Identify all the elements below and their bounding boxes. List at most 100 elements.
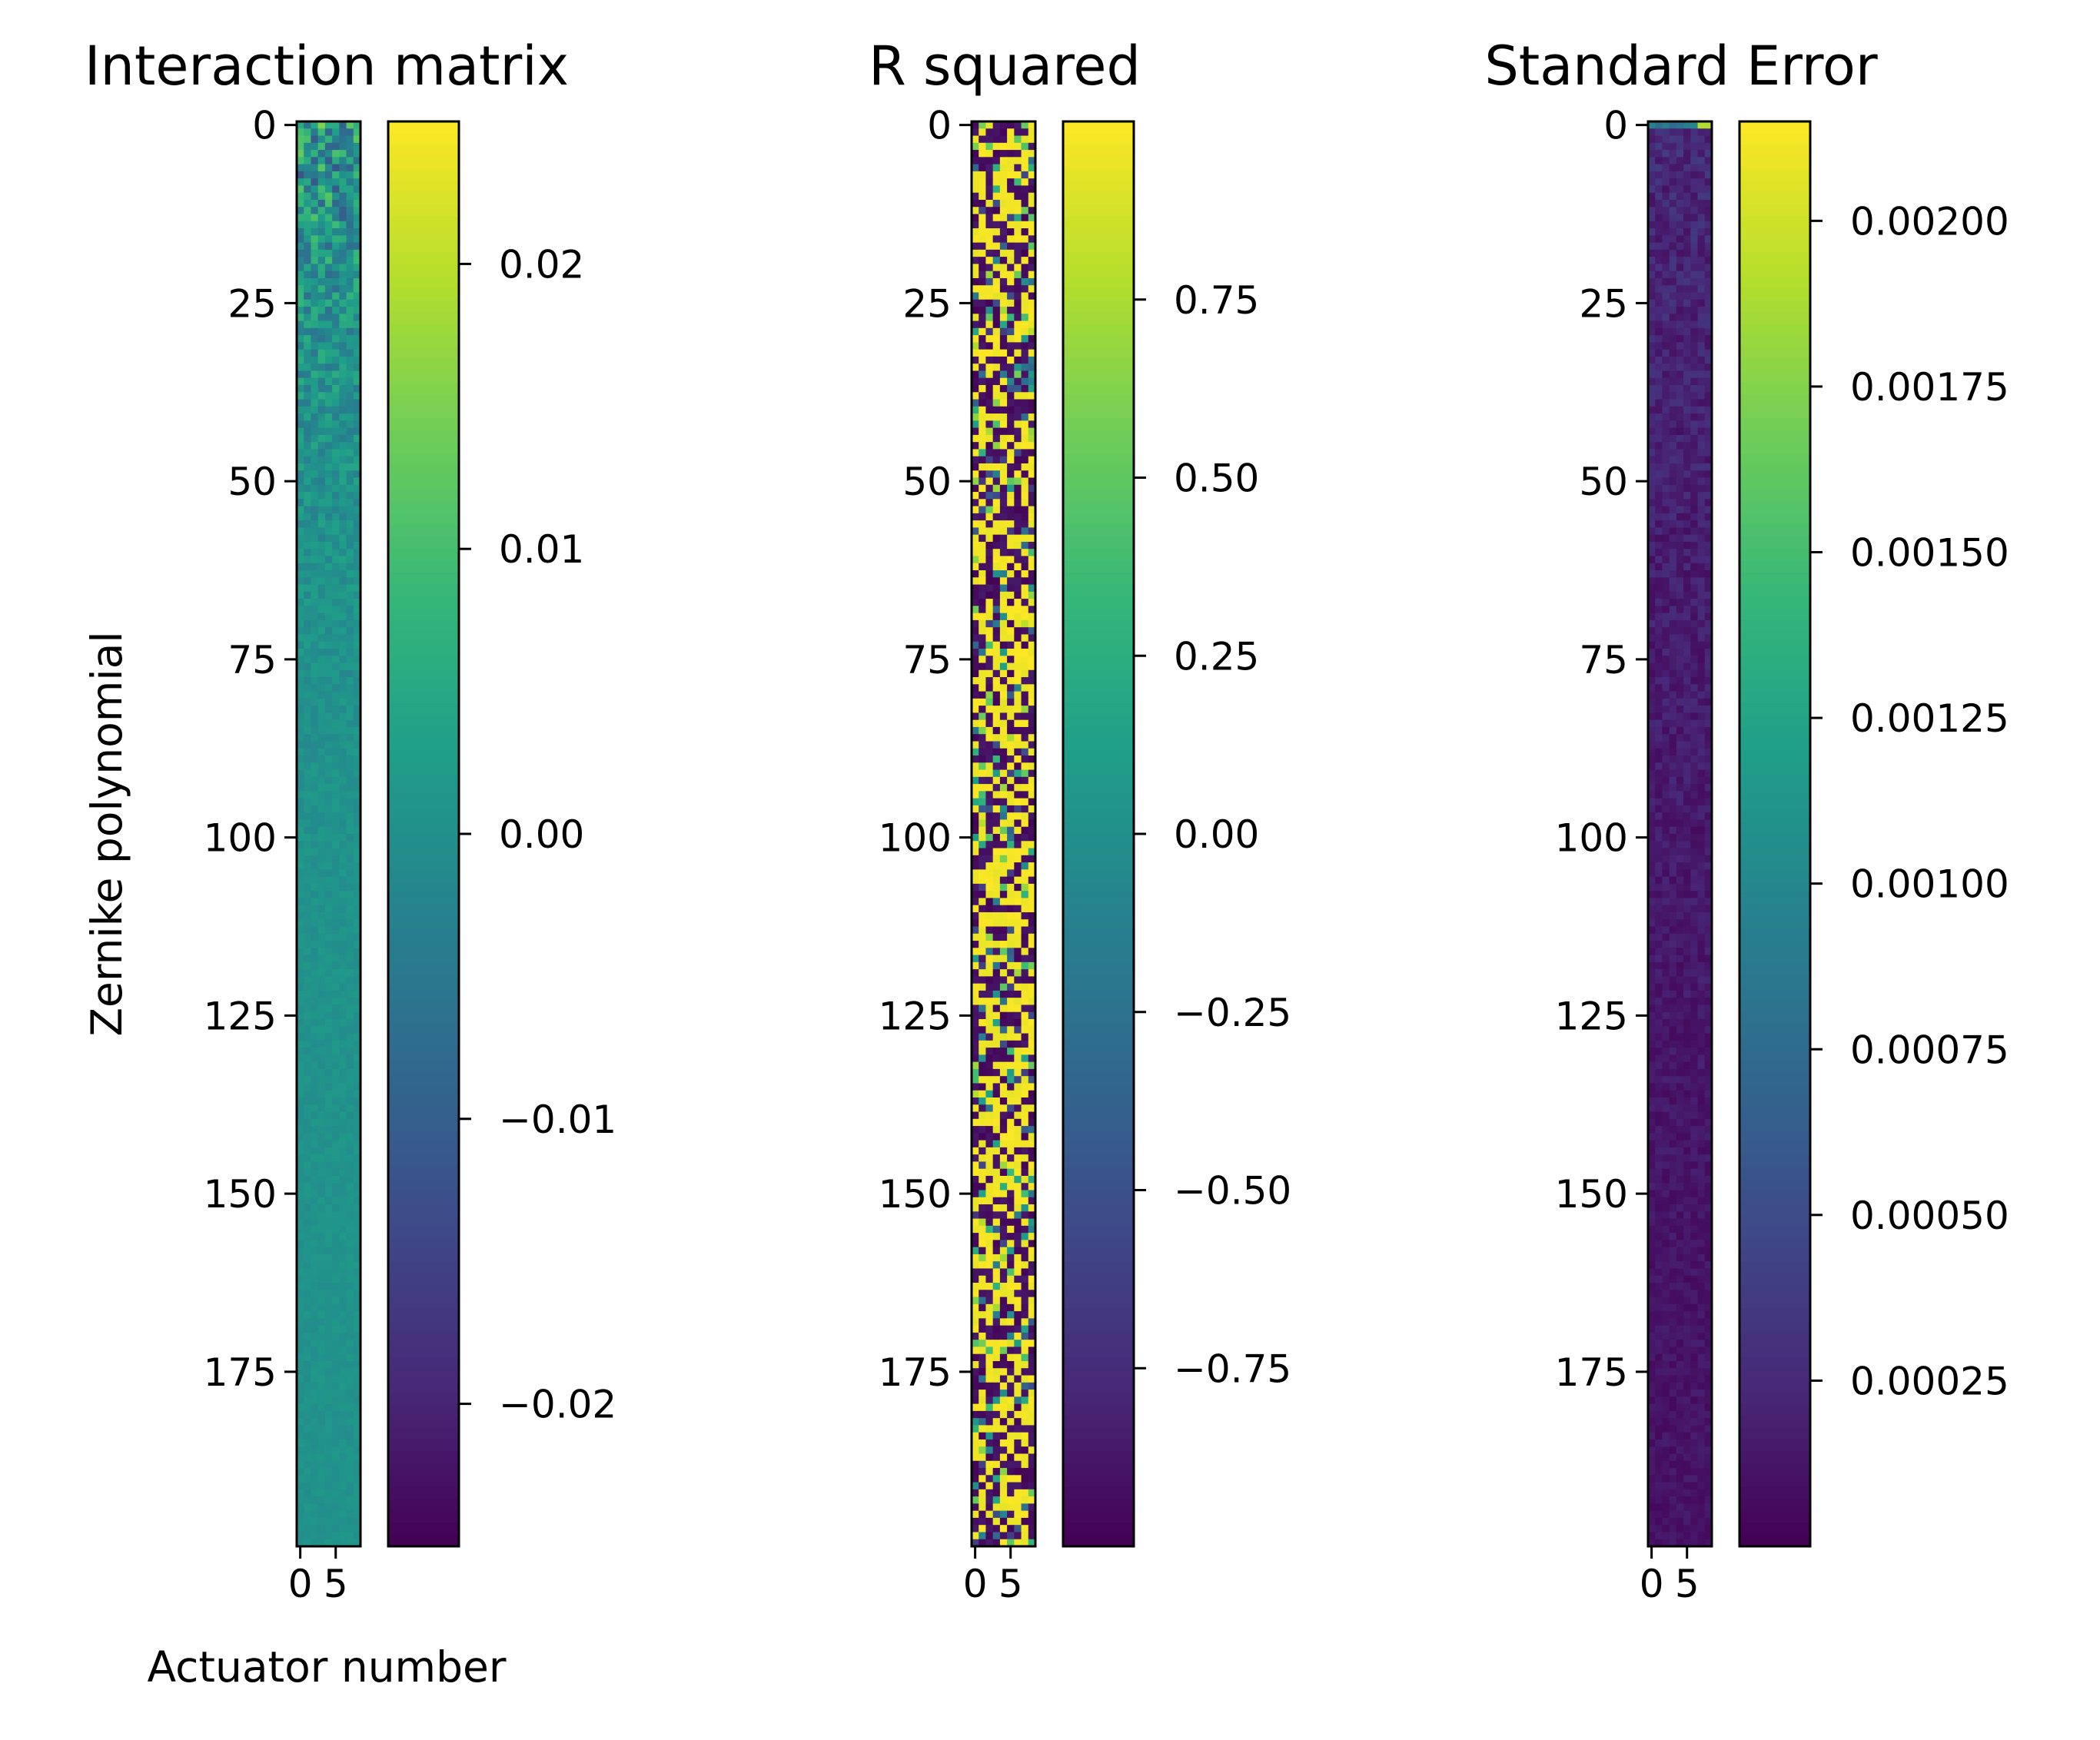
heatmap-cell xyxy=(1704,364,1713,372)
heatmap-cell xyxy=(985,456,994,464)
heatmap-cell xyxy=(304,648,312,656)
heatmap-cell xyxy=(311,541,319,550)
heatmap-cell xyxy=(1007,1090,1015,1098)
heatmap-cell xyxy=(304,1525,312,1533)
heatmap-cell xyxy=(346,948,354,956)
colorbar-segment xyxy=(1063,1332,1134,1346)
heatmap-cell xyxy=(1669,470,1677,479)
heatmap-cell xyxy=(317,741,326,749)
heatmap-cell xyxy=(1704,627,1713,636)
heatmap-cell xyxy=(999,826,1008,835)
heatmap-cell xyxy=(1704,377,1713,386)
heatmap-cell xyxy=(1648,563,1656,571)
heatmap-cell xyxy=(1021,1040,1029,1048)
heatmap-cell xyxy=(1676,691,1684,699)
heatmap-cell xyxy=(297,463,304,471)
heatmap-cell xyxy=(992,1247,1001,1255)
heatmap-cell xyxy=(1669,698,1677,706)
heatmap-cell xyxy=(339,1204,347,1212)
heatmap-cell xyxy=(324,228,333,236)
heatmap-cell xyxy=(304,1247,312,1255)
heatmap-cell xyxy=(297,898,304,906)
heatmap-cell xyxy=(324,983,333,991)
heatmap-cell xyxy=(972,784,979,792)
heatmap-cell xyxy=(346,349,354,357)
heatmap-cell xyxy=(1021,855,1029,863)
heatmap-cell xyxy=(311,364,319,372)
heatmap-cell xyxy=(1028,420,1036,429)
heatmap-cell xyxy=(346,384,354,393)
colorbar-segment xyxy=(1063,643,1134,657)
heatmap-cell xyxy=(1007,392,1015,400)
heatmap-cell xyxy=(979,1040,987,1048)
heatmap-cell xyxy=(297,1218,304,1227)
heatmap-cell xyxy=(346,513,354,521)
heatmap-cell xyxy=(999,719,1008,728)
heatmap-cell xyxy=(1014,1183,1022,1191)
heatmap-cell xyxy=(346,1261,354,1270)
heatmap-cell xyxy=(1655,527,1663,536)
heatmap-cell xyxy=(1669,691,1677,699)
heatmap-cell xyxy=(999,712,1008,721)
heatmap-cell xyxy=(324,1303,333,1312)
heatmap-cell xyxy=(317,634,326,643)
colorbar-segment xyxy=(1063,1380,1134,1393)
heatmap-cell xyxy=(972,356,979,364)
heatmap-cell xyxy=(317,413,326,421)
heatmap-cell xyxy=(1683,898,1691,906)
heatmap-cell xyxy=(1676,434,1684,443)
heatmap-cell xyxy=(304,492,312,500)
heatmap-cell xyxy=(985,570,994,578)
heatmap-cell xyxy=(1021,356,1029,364)
heatmap-cell xyxy=(304,719,312,728)
heatmap-cell xyxy=(1007,613,1015,621)
heatmap-cell xyxy=(332,342,340,350)
heatmap-cell xyxy=(339,221,347,229)
heatmap-cell xyxy=(1655,662,1663,671)
heatmap-cell xyxy=(999,128,1008,137)
heatmap-cell xyxy=(979,492,987,500)
heatmap-cell xyxy=(1021,776,1029,785)
heatmap-cell xyxy=(353,307,361,314)
heatmap-cell xyxy=(332,249,340,257)
heatmap-cell xyxy=(1007,364,1015,372)
heatmap-cell xyxy=(1697,726,1706,735)
heatmap-cell xyxy=(1655,948,1663,956)
heatmap-cell xyxy=(346,599,354,606)
heatmap-cell xyxy=(339,898,347,906)
heatmap-cell xyxy=(1676,855,1684,863)
heatmap-cell xyxy=(1676,883,1684,892)
colorbar-tick-label: −0.02 xyxy=(499,1383,616,1427)
heatmap-cell xyxy=(1662,905,1670,913)
heatmap-cell xyxy=(1690,264,1699,272)
heatmap-cell xyxy=(979,948,987,956)
heatmap-cell xyxy=(992,769,1001,778)
heatmap-cell xyxy=(304,919,312,928)
heatmap-cell xyxy=(1683,712,1691,721)
heatmap-cell xyxy=(311,1061,319,1070)
heatmap-cell xyxy=(353,1325,361,1333)
heatmap-cell xyxy=(1676,648,1684,656)
heatmap-cell xyxy=(339,933,347,941)
heatmap-cell xyxy=(979,277,987,286)
heatmap-cell xyxy=(332,591,340,599)
heatmap-cell xyxy=(972,841,979,849)
heatmap-cell xyxy=(353,869,361,878)
heatmap-cell xyxy=(1007,307,1015,314)
heatmap-cell xyxy=(339,762,347,771)
heatmap-cell xyxy=(1697,178,1706,187)
heatmap-cell xyxy=(972,1368,979,1376)
heatmap-cell xyxy=(1014,1261,1022,1270)
heatmap-cell xyxy=(339,1410,347,1419)
heatmap-cell xyxy=(1028,1268,1036,1277)
heatmap-cell xyxy=(979,584,987,593)
heatmap-cell xyxy=(332,307,340,314)
heatmap-cell xyxy=(972,948,979,956)
heatmap-cell xyxy=(304,463,312,471)
heatmap-cell xyxy=(332,1048,340,1055)
heatmap-cell xyxy=(332,641,340,649)
heatmap-cell xyxy=(1028,961,1036,970)
heatmap-cell xyxy=(1021,413,1029,421)
heatmap-cell xyxy=(1683,377,1691,386)
heatmap-cell xyxy=(985,1517,994,1526)
